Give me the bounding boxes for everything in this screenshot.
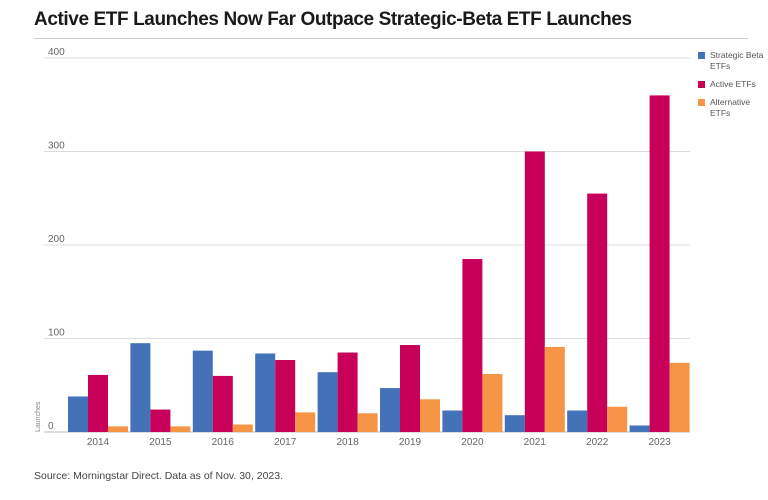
x-tick-label: 2016 xyxy=(212,437,235,448)
bar-alternative-etfs-2022 xyxy=(607,406,628,432)
x-tick-label: 2019 xyxy=(399,437,422,448)
source-note: Source: Morningstar Direct. Data as of N… xyxy=(34,470,284,482)
legend-label: Active ETFs xyxy=(710,79,756,89)
x-tick-label: 2017 xyxy=(274,437,297,448)
bar-alternative-etfs-2016 xyxy=(232,424,253,432)
bar-strategic-beta-etfs-2014 xyxy=(68,396,88,432)
bar-active-etfs-2014 xyxy=(88,374,108,432)
bar-alternative-etfs-2014 xyxy=(108,426,128,432)
bar-alternative-etfs-2023 xyxy=(669,362,690,432)
legend-swatch xyxy=(698,99,705,106)
legend-item-strategic-beta: Strategic Beta ETFs xyxy=(698,50,764,72)
chart-title: Active ETF Launches Now Far Outpace Stra… xyxy=(34,9,632,30)
legend-label: Alternative ETFs xyxy=(710,97,751,118)
bar-alternative-etfs-2019 xyxy=(420,399,440,432)
y-tick-label: 300 xyxy=(48,141,65,152)
bar-strategic-beta-etfs-2020 xyxy=(442,410,463,432)
bar-strategic-beta-etfs-2017 xyxy=(255,353,276,432)
bar-active-etfs-2015 xyxy=(150,409,171,432)
legend-swatch xyxy=(698,81,705,88)
x-axis-ticks: 2014 2015 2016 2017 2018 2019 2020 2021 2022 2023 xyxy=(87,437,671,448)
bar-active-etfs-2023 xyxy=(649,95,670,433)
bar-group xyxy=(68,95,690,433)
bar-strategic-beta-etfs-2019 xyxy=(380,388,400,432)
x-tick-label: 2015 xyxy=(149,437,172,448)
x-tick-label: 2023 xyxy=(648,437,671,448)
bar-active-etfs-2019 xyxy=(400,345,420,432)
bar-active-etfs-2021 xyxy=(524,151,545,432)
x-tick-label: 2021 xyxy=(524,437,547,448)
y-tick-label: 400 xyxy=(48,47,65,58)
legend-item-active: Active ETFs xyxy=(698,79,764,90)
x-tick-label: 2022 xyxy=(586,437,609,448)
bar-strategic-beta-etfs-2021 xyxy=(504,415,525,432)
legend-swatch xyxy=(698,52,705,59)
bar-alternative-etfs-2018 xyxy=(357,413,378,432)
bar-alternative-etfs-2020 xyxy=(482,374,503,432)
y-tick-label: 100 xyxy=(48,328,65,339)
bar-strategic-beta-etfs-2022 xyxy=(567,410,588,432)
bar-strategic-beta-etfs-2023 xyxy=(629,425,650,432)
y-tick-label: 200 xyxy=(48,234,65,245)
y-tick-label: 0 xyxy=(48,421,54,432)
x-tick-label: 2018 xyxy=(336,437,359,448)
bar-active-etfs-2018 xyxy=(337,352,358,432)
y-axis-ticks: 0 100 200 300 400 xyxy=(48,47,65,432)
chart-legend: Strategic Beta ETFs Active ETFs Alternat… xyxy=(698,50,764,126)
bar-active-etfs-2020 xyxy=(462,259,483,432)
title-divider xyxy=(34,38,748,39)
bar-strategic-beta-etfs-2016 xyxy=(192,350,213,432)
x-tick-label: 2014 xyxy=(87,437,110,448)
bar-strategic-beta-etfs-2015 xyxy=(130,343,151,432)
bar-alternative-etfs-2015 xyxy=(170,426,191,432)
bar-strategic-beta-etfs-2018 xyxy=(317,372,338,432)
bar-active-etfs-2016 xyxy=(212,375,233,432)
bar-active-etfs-2022 xyxy=(587,193,608,432)
bar-alternative-etfs-2017 xyxy=(295,412,316,432)
legend-item-alternative: Alternative ETFs xyxy=(698,97,764,119)
y-axis-label: Launches xyxy=(35,401,42,432)
x-tick-label: 2020 xyxy=(461,437,484,448)
bar-active-etfs-2017 xyxy=(275,360,296,432)
bar-alternative-etfs-2021 xyxy=(544,346,565,432)
legend-label: Strategic Beta ETFs xyxy=(710,50,764,71)
